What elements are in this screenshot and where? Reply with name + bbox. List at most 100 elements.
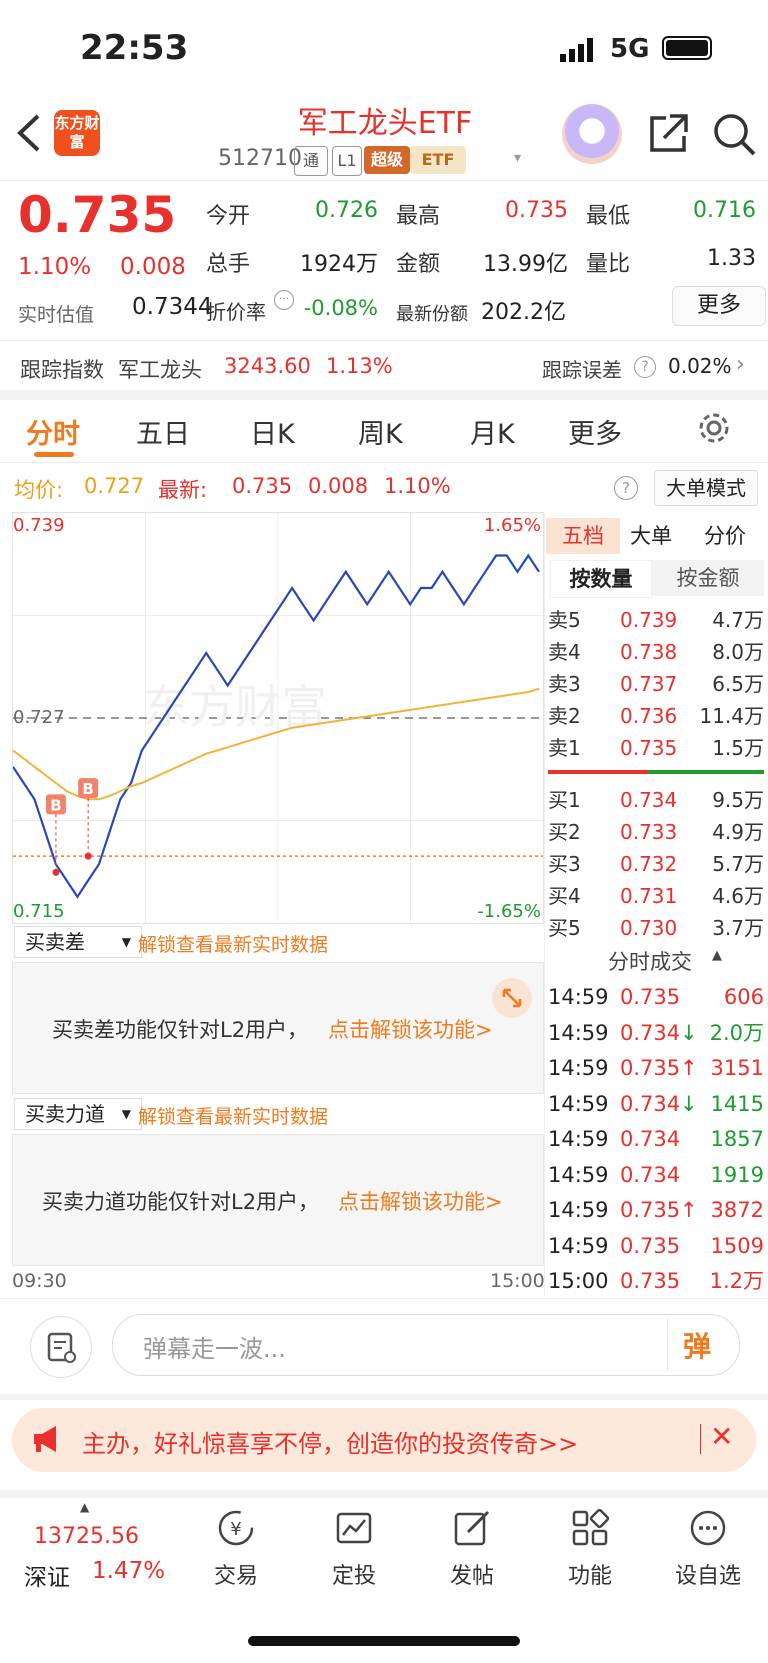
bid-row[interactable]: 买2 0.733 4.9万	[548, 816, 764, 848]
tab-fenshi[interactable]: 分时	[26, 419, 80, 450]
book-divider	[648, 770, 764, 774]
chart-line-icon[interactable]	[334, 1508, 374, 1552]
ratio-label: 量比	[586, 252, 631, 277]
trade-volume: 3872	[710, 1198, 764, 1222]
bid-row[interactable]: 买5 0.730 3.7万	[548, 912, 764, 944]
more-dots-icon[interactable]	[688, 1508, 728, 1552]
help-icon[interactable]: ?	[614, 476, 638, 500]
book-tab-dadan[interactable]: 大单	[630, 524, 672, 548]
ask-row[interactable]: 卖5 0.739 4.7万	[548, 604, 764, 636]
tab-more[interactable]: 更多	[568, 419, 622, 450]
bid-label: 买5	[548, 916, 581, 940]
search-icon[interactable]	[712, 112, 758, 162]
watermark: 东方财富	[143, 680, 327, 734]
promo-banner[interactable]	[12, 1408, 756, 1472]
svg-text:¥: ¥	[230, 1519, 241, 1540]
bid-volume: 9.5万	[712, 788, 764, 812]
tab-day-k[interactable]: 日K	[250, 419, 295, 450]
trade-price: 0.734	[620, 1091, 681, 1116]
book-subtab-amount[interactable]: 按金额	[652, 560, 764, 596]
trade-icon[interactable]: ¥	[216, 1508, 256, 1552]
y-mid-label: 0.727	[13, 707, 65, 728]
indicator2-unlock-button[interactable]: 点击解锁该功能>	[338, 1190, 503, 1214]
buy-marker-dot	[84, 852, 92, 860]
ask-row[interactable]: 卖1 0.735 1.5万	[548, 732, 764, 764]
shares-label: 最新份额	[396, 304, 468, 325]
trade-row: 14:59 0.734 ↓ 1415	[548, 1087, 764, 1121]
indicator1-message: 买卖差功能仅针对L2用户，	[52, 1018, 309, 1042]
trade-arrow: ↓	[680, 1020, 698, 1045]
grid-icon[interactable]	[570, 1508, 610, 1552]
indicator2-select[interactable]: 买卖力道 ▼	[14, 1098, 142, 1130]
banner-text: 主办，好礼惊喜享不停，创造你的投资传奇>>	[82, 1430, 579, 1458]
back-icon[interactable]	[14, 108, 54, 164]
help-icon[interactable]: ?	[634, 356, 656, 378]
avg-label: 均价:	[14, 478, 64, 502]
buy-marker	[78, 778, 99, 799]
nav-functions[interactable]: 功能	[567, 1564, 612, 1589]
indicator1-unlock-button[interactable]: 点击解锁该功能>	[328, 1018, 493, 1042]
gear-icon[interactable]	[696, 410, 732, 450]
bigorder-mode-button[interactable]: 大单模式	[654, 470, 758, 506]
tracking-pct: 1.13%	[326, 354, 393, 378]
bid-row[interactable]: 买1 0.734 9.5万	[548, 784, 764, 816]
ask-label: 卖5	[548, 608, 581, 632]
chevron-down-icon[interactable]: ▾	[514, 150, 522, 166]
indicator2-panel	[12, 1134, 544, 1266]
avg-price-line	[13, 687, 540, 801]
info-icon[interactable]: ···	[274, 290, 294, 310]
indicator1-unlock-link[interactable]: 解锁查看最新实时数据	[138, 934, 329, 956]
nav-trade[interactable]: 交易	[213, 1564, 258, 1589]
comment-input[interactable]: 弹幕走一波... 弹	[112, 1314, 740, 1376]
nav-dingtou[interactable]: 定投	[331, 1564, 376, 1589]
index-value[interactable]: 13725.56	[34, 1524, 139, 1549]
trade-volume: 606	[723, 985, 764, 1009]
nav-post[interactable]: 发帖	[449, 1564, 494, 1589]
bid-row[interactable]: 买3 0.732 5.7万	[548, 848, 764, 880]
tab-month-k[interactable]: 月K	[470, 419, 515, 450]
signal-icon	[560, 38, 600, 66]
est-value: 0.7344	[132, 294, 213, 320]
ask-price: 0.736	[620, 704, 678, 728]
index-pct[interactable]: 1.47%	[92, 1558, 166, 1584]
volume-label: 总手	[206, 252, 251, 277]
tab-wuri[interactable]: 五日	[136, 419, 190, 450]
ask-row[interactable]: 卖3 0.737 6.5万	[548, 668, 764, 700]
tracking-label: 跟踪指数	[20, 358, 104, 382]
book-subtab-qty[interactable]: 按数量	[550, 560, 652, 598]
more-button[interactable]: 更多	[672, 286, 766, 326]
index-name[interactable]: 深证	[24, 1565, 70, 1591]
bid-label: 买3	[548, 852, 581, 876]
indicator1-select[interactable]: 买卖差 ▼	[14, 926, 142, 958]
discount-value: -0.08%	[303, 296, 378, 320]
danmu-button[interactable]: 弹	[683, 1330, 712, 1363]
chevron-right-icon[interactable]: ›	[736, 352, 745, 377]
trade-time: 14:59	[548, 1020, 609, 1045]
tracking-index[interactable]: 军工龙头	[118, 358, 202, 382]
edit-icon[interactable]	[452, 1508, 492, 1552]
bid-row[interactable]: 买4 0.731 4.6万	[548, 880, 764, 912]
nav-watchlist[interactable]: 设自选	[674, 1564, 741, 1589]
intraday-chart[interactable]: 东方财富 B B 0.739 0.727 0.715 1.65% -1.65%	[12, 512, 544, 924]
assistant-avatar[interactable]	[562, 104, 622, 164]
close-icon[interactable]: ✕	[710, 1420, 734, 1453]
share-icon[interactable]	[646, 112, 690, 160]
banner-divider	[700, 1424, 701, 1454]
page-title: 军工龙头ETF	[297, 106, 473, 141]
trades-title[interactable]: 分时成交	[608, 950, 692, 974]
book-tab-wudang[interactable]: 五档	[546, 518, 620, 554]
tab-week-k[interactable]: 周K	[358, 419, 403, 450]
caret-up-icon: ▲	[712, 948, 722, 963]
ask-row[interactable]: 卖2 0.736 11.4万	[548, 700, 764, 732]
ask-row[interactable]: 卖4 0.738 8.0万	[548, 636, 764, 668]
expand-icon[interactable]	[492, 978, 532, 1018]
ask-volume: 6.5万	[712, 672, 764, 696]
caret-up-icon: ▲	[80, 1500, 90, 1514]
indicator2-unlock-link[interactable]: 解锁查看最新实时数据	[138, 1106, 329, 1128]
book-tab-fenjia[interactable]: 分价	[704, 524, 746, 548]
trade-time: 14:59	[548, 1162, 609, 1187]
ask-volume: 1.5万	[712, 736, 764, 760]
tracking-value: 3243.60	[224, 354, 311, 378]
notes-icon[interactable]	[30, 1316, 92, 1378]
trade-volume: 1857	[710, 1127, 764, 1151]
